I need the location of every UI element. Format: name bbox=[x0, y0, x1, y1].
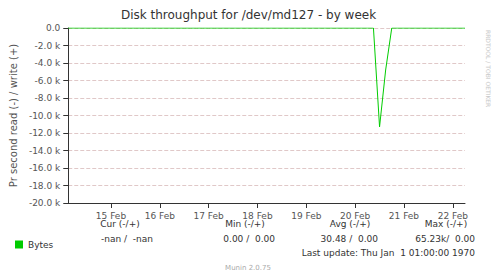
svg-text:-6.0 k: -6.0 k bbox=[35, 76, 61, 86]
svg-text:-nan / -nan: -nan / -nan bbox=[101, 234, 153, 244]
svg-text:0.0: 0.0 bbox=[46, 23, 61, 33]
svg-text:-12.0 k: -12.0 k bbox=[29, 128, 61, 138]
svg-text:Avg (-/+): Avg (-/+) bbox=[330, 219, 370, 229]
svg-text:Min (-/+): Min (-/+) bbox=[225, 219, 265, 229]
svg-text:-16.0 k: -16.0 k bbox=[29, 163, 61, 173]
svg-text:Pr second read (-) / write (+): Pr second read (-) / write (+) bbox=[8, 44, 19, 187]
svg-text:15 Feb: 15 Feb bbox=[96, 211, 127, 221]
svg-text:19 Feb: 19 Feb bbox=[291, 211, 322, 221]
svg-text:20 Feb: 20 Feb bbox=[340, 211, 371, 221]
svg-text:-20.0 k: -20.0 k bbox=[29, 198, 61, 208]
svg-text:22 Feb: 22 Feb bbox=[438, 211, 469, 221]
svg-text:Disk throughput for /dev/md127: Disk throughput for /dev/md127 - by week bbox=[121, 8, 376, 22]
svg-text:-18.0 k: -18.0 k bbox=[29, 181, 61, 191]
svg-text:30.48 / 0.00: 30.48 / 0.00 bbox=[321, 234, 379, 244]
svg-text:RRDTOOL / TOBI OETIKER: RRDTOOL / TOBI OETIKER bbox=[485, 30, 492, 107]
svg-text:18 Feb: 18 Feb bbox=[242, 211, 273, 221]
svg-text:-4.0 k: -4.0 k bbox=[35, 58, 61, 68]
svg-text:0.00 / 0.00: 0.00 / 0.00 bbox=[223, 234, 275, 244]
svg-text:16 Feb: 16 Feb bbox=[145, 211, 176, 221]
svg-text:-10.0 k: -10.0 k bbox=[29, 111, 61, 121]
svg-text:-14.0 k: -14.0 k bbox=[29, 146, 61, 156]
svg-text:-2.0 k: -2.0 k bbox=[35, 41, 61, 51]
svg-text:Last update: Thu Jan 1 01:00:: Last update: Thu Jan 1 01:00:00 1970 bbox=[302, 248, 476, 258]
svg-text:Cur (-/+): Cur (-/+) bbox=[100, 219, 139, 229]
svg-text:21 Feb: 21 Feb bbox=[389, 211, 420, 221]
svg-text:17 Feb: 17 Feb bbox=[194, 211, 225, 221]
svg-text:Max (-/+): Max (-/+) bbox=[425, 219, 467, 229]
svg-text:Bytes: Bytes bbox=[28, 240, 54, 250]
svg-text:-8.0 k: -8.0 k bbox=[35, 93, 61, 103]
svg-text:Munin 2.0.75: Munin 2.0.75 bbox=[225, 264, 271, 272]
svg-text:65.23k/ 0.00: 65.23k/ 0.00 bbox=[415, 234, 475, 244]
